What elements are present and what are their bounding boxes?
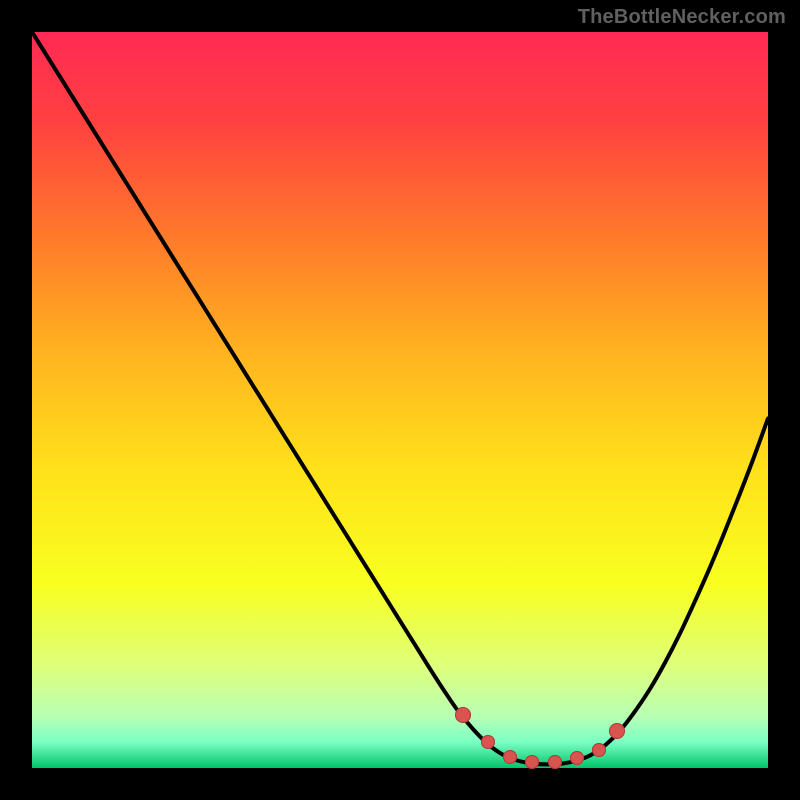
- curve-marker: [503, 750, 517, 764]
- curve-marker: [570, 751, 584, 765]
- curve-marker: [525, 755, 539, 769]
- watermark-text: TheBottleNecker.com: [578, 6, 786, 29]
- curve-marker: [609, 723, 625, 739]
- chart-markers-layer: [32, 32, 768, 768]
- curve-marker: [548, 755, 562, 769]
- chart-plot-area: [32, 32, 768, 768]
- curve-marker: [592, 743, 606, 757]
- curve-marker: [481, 735, 495, 749]
- curve-marker: [455, 707, 471, 723]
